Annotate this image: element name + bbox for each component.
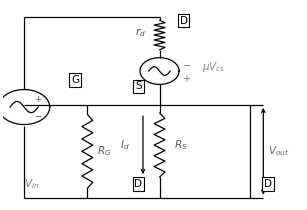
Text: $\mu V_{cs}$: $\mu V_{cs}$: [202, 60, 225, 74]
Text: $r_d$: $r_d$: [134, 27, 146, 39]
Text: S: S: [135, 81, 142, 92]
Text: $I_d$: $I_d$: [120, 138, 130, 152]
Text: D: D: [134, 179, 142, 189]
Text: $V_{out}$: $V_{out}$: [268, 144, 289, 158]
Text: $+$: $+$: [34, 94, 42, 104]
Text: $V_{in}$: $V_{in}$: [24, 177, 39, 191]
Text: $+$: $+$: [182, 73, 191, 84]
Text: $-$: $-$: [34, 110, 42, 119]
Text: $R_S$: $R_S$: [174, 138, 187, 152]
Text: $-$: $-$: [182, 59, 191, 69]
Text: D: D: [180, 16, 188, 26]
Text: D: D: [264, 179, 272, 189]
Text: G: G: [71, 75, 79, 85]
Text: $R_G$: $R_G$: [97, 144, 111, 158]
